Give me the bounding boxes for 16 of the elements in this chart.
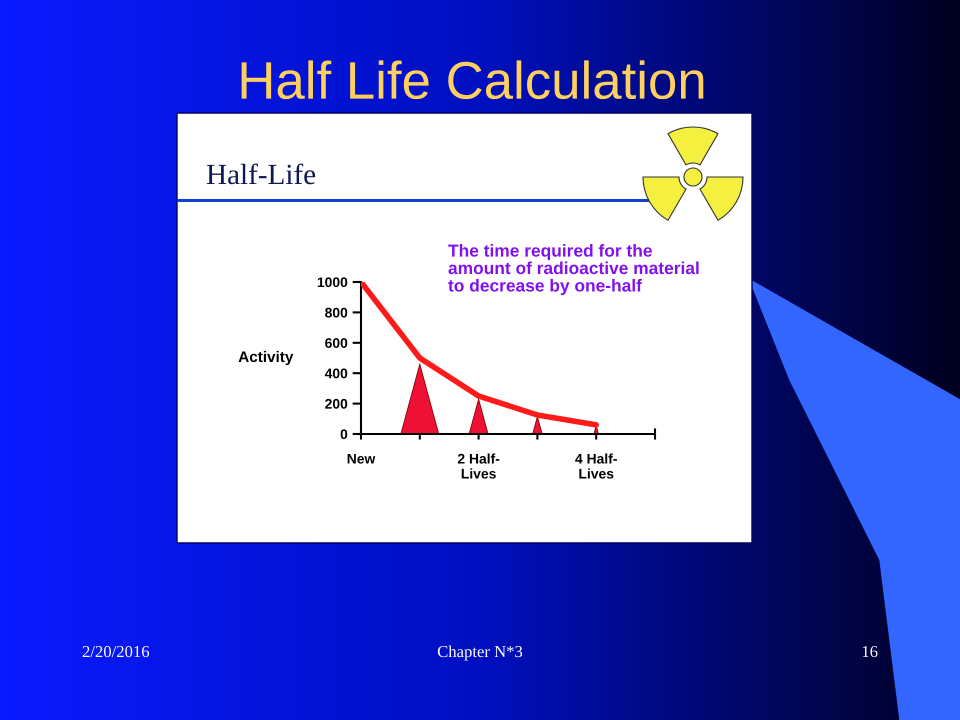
chart-subtitle: Half-Life [206, 163, 316, 184]
x-tick-label: New [348, 454, 376, 464]
x-tick-label: 4 Half- Lives [575, 453, 617, 479]
text: 16 [862, 646, 878, 658]
y-tick-label: 0 [340, 429, 348, 440]
annotation: The time required for the amount of radioactive material to decrease by one-half [448, 244, 699, 296]
chart-title: Half Life Calculation [242, 60, 704, 100]
y-tick-label: 200 [325, 398, 348, 409]
text: Chapter N*3 [438, 645, 522, 661]
text: 2/20/2016 [82, 646, 150, 658]
y-tick-label: 600 [325, 338, 348, 348]
y-tick-label: 1000 [318, 277, 348, 288]
y-axis-title: Activity [238, 350, 294, 366]
x-tick-label: 2 Half- Lives [458, 453, 500, 479]
y-tick-label: 800 [325, 308, 348, 318]
y-tick-label: 400 [324, 368, 348, 378]
